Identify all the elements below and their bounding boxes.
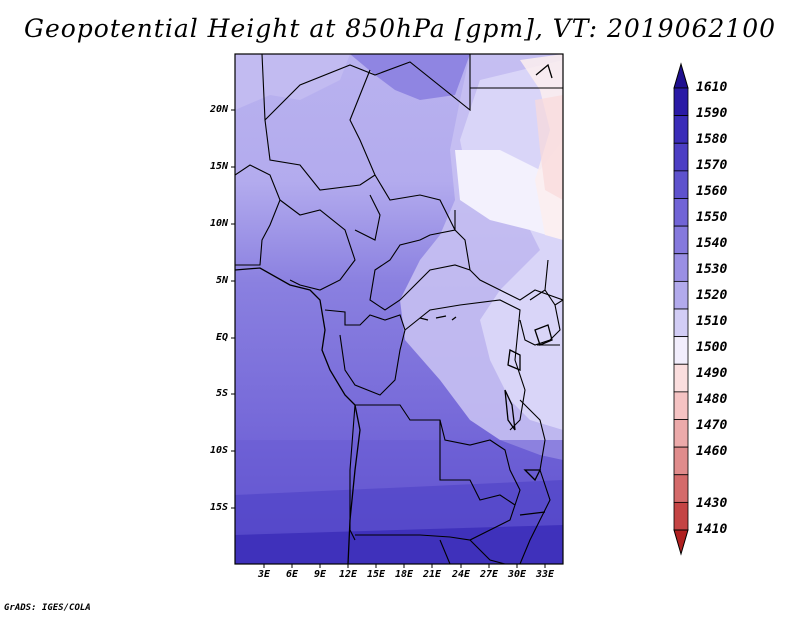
lat-label-20n: 20N (209, 104, 228, 115)
colorbar-label-1530: 1530 (696, 262, 728, 277)
height-field (235, 54, 563, 564)
colorbar-label-1470: 1470 (696, 418, 728, 433)
lon-label-30e: 30E (507, 569, 527, 580)
colorbar-label-1560: 1560 (696, 184, 728, 199)
colorbar-box (673, 363, 689, 393)
colorbar-bottom-arrow (673, 529, 689, 556)
colorbar-label-1550: 1550 (696, 210, 728, 225)
colorbar-box (673, 115, 689, 144)
lon-label-33e: 33E (535, 569, 555, 580)
colorbar-box (673, 446, 689, 476)
colorbar-top-arrow (673, 62, 689, 89)
colorbar-label-1610: 1610 (696, 80, 728, 95)
map-frame (234, 53, 564, 565)
lon-label-9e: 9E (313, 569, 327, 580)
chart-title: Geopotential Height at 850hPa [gpm], VT:… (23, 14, 777, 43)
lat-label-10s: 10S (209, 445, 228, 456)
colorbar-label-1570: 1570 (696, 158, 728, 173)
colorbar-label-1510: 1510 (696, 314, 728, 329)
axis-ticks (231, 109, 546, 568)
colorbar-box (673, 280, 689, 310)
colorbar-label-1500: 1500 (696, 340, 728, 355)
country-borders (235, 54, 563, 564)
colorbar-box (673, 308, 689, 338)
coastlines (235, 63, 553, 564)
colorbar-box (673, 225, 689, 255)
grads-credit: GrADS: IGES/COLA (4, 603, 91, 613)
lat-label-5n: 5N (215, 275, 228, 286)
lon-label-6e: 6E (285, 569, 299, 580)
lat-label-10n: 10N (209, 218, 228, 229)
colorbar-label-1490: 1490 (696, 366, 728, 381)
colorbar-label-1520: 1520 (696, 288, 728, 303)
lon-label-21e: 21E (422, 569, 442, 580)
colorbar-label-1540: 1540 (696, 236, 728, 251)
colorbar-box (673, 87, 689, 117)
colorbar-box (673, 198, 689, 227)
lat-label-15s: 15S (209, 502, 228, 513)
lat-label-eq: EQ (215, 332, 228, 343)
colorbar-box (673, 142, 689, 172)
colorbar-box (673, 253, 689, 282)
colorbar-label-1480: 1480 (696, 392, 728, 407)
lon-label-18e: 18E (394, 569, 414, 580)
lon-label-15e: 15E (366, 569, 386, 580)
colorbar-label-1460: 1460 (696, 444, 728, 459)
lon-label-27e: 27E (479, 569, 499, 580)
colorbar-box (673, 501, 689, 531)
colorbar-box (673, 391, 689, 420)
colorbar-label-1410: 1410 (696, 522, 728, 537)
colorbar-label-1430: 1430 (696, 496, 728, 511)
colorbar-label-1580: 1580 (696, 132, 728, 147)
lon-label-12e: 12E (338, 569, 358, 580)
lat-label-5s: 5S (215, 388, 228, 399)
colorbar-box (673, 336, 689, 365)
lat-label-15n: 15N (209, 161, 228, 172)
colorbar (673, 62, 689, 556)
colorbar-box (673, 419, 689, 448)
colorbar-box (673, 474, 689, 503)
lon-label-24e: 24E (451, 569, 471, 580)
colorbar-label-1590: 1590 (696, 106, 728, 121)
lon-label-3e: 3E (257, 569, 271, 580)
colorbar-box (673, 170, 689, 199)
